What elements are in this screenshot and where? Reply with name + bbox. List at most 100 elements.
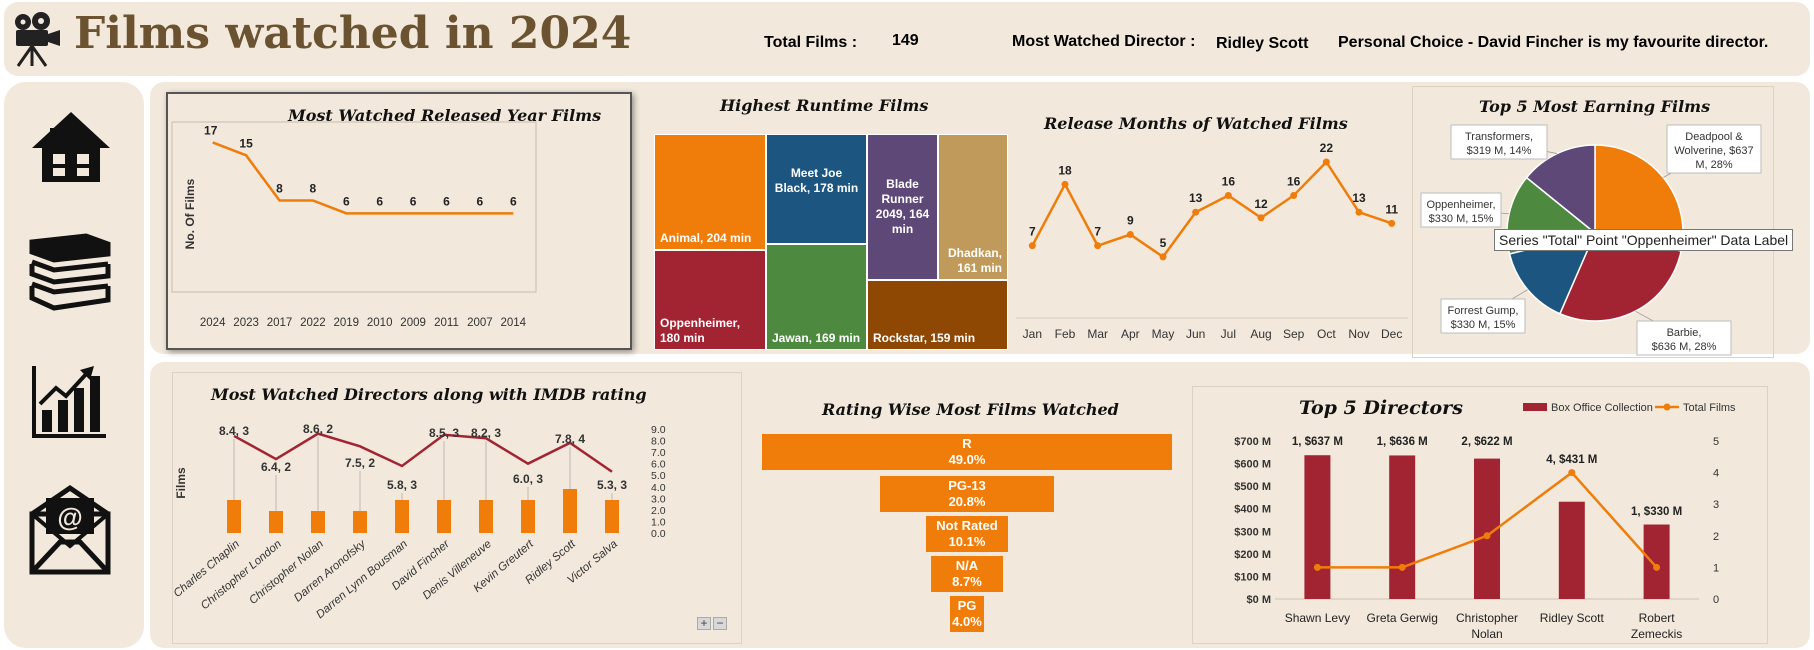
- treemap-cell: Animal, 204 min: [654, 134, 766, 250]
- treemap-cell-label: Meet Joe Black, 178 min: [774, 165, 859, 195]
- treemap-cell: Jawan, 169 min: [766, 244, 867, 350]
- treemap-cell-label: Rockstar, 159 min: [873, 331, 976, 345]
- rating-chart-title: Rating Wise Most Films Watched: [822, 400, 1119, 419]
- funnel-bar: PG 4.0%: [950, 596, 984, 632]
- header-panel: [4, 2, 1810, 76]
- data-label: 2, $622 M: [1461, 436, 1512, 448]
- funnel-bar: Not Rated 10.1%: [926, 516, 1008, 552]
- treemap-cell: Rockstar, 159 min: [867, 280, 1008, 350]
- funnel-percent: 10.1%: [948, 534, 986, 549]
- film-camera-icon: [15, 12, 60, 67]
- treemap-cell: Meet Joe Black, 178 min: [766, 134, 867, 244]
- x-tick-label: Jun: [1186, 327, 1205, 341]
- y2-tick-label: 3: [1713, 499, 1719, 511]
- y-tick-label: $200 M: [1234, 549, 1271, 561]
- data-label: 5.8, 3: [387, 478, 417, 492]
- y2-tick-label: 7.0: [651, 447, 666, 459]
- personal-choice-text: Personal Choice - David Fincher is my fa…: [1338, 34, 1769, 51]
- data-point: [1483, 532, 1491, 540]
- x-tick-label: Shawn Levy: [1285, 611, 1350, 625]
- data-label: 11: [1385, 202, 1398, 216]
- funnel-label: R: [962, 436, 972, 452]
- data-label: 1, $636 M: [1377, 436, 1428, 448]
- x-tick-label: 2011: [434, 317, 459, 329]
- funnel-bar: N/A 8.7%: [931, 556, 1003, 592]
- most-watched-director-value: Ridley Scott: [1216, 35, 1309, 52]
- bar-chart-icon[interactable]: [32, 364, 108, 438]
- data-label: 4, $431 M: [1546, 454, 1597, 466]
- data-point: [1653, 563, 1661, 571]
- treemap-cell: Dhadkan, 161 min: [938, 134, 1008, 280]
- data-label: 6.0, 3: [513, 472, 543, 486]
- data-label: 6: [510, 194, 517, 208]
- y2-tick-label: 5: [1713, 436, 1719, 448]
- pie-label-box: [1666, 124, 1762, 174]
- bar: [353, 511, 367, 533]
- pie-label: Deadpool &: [1685, 131, 1743, 143]
- top-directors-chart: Top 5 Directors $0 M $100 M $200 M $300 M $4…: [1192, 386, 1768, 644]
- total-films-value: 149: [892, 32, 919, 49]
- y2-tick-label: 4: [1713, 468, 1719, 480]
- y-tick-label: $500 M: [1234, 481, 1271, 493]
- data-label: 16: [1287, 174, 1301, 188]
- y2-tick-label: 3.0: [651, 493, 666, 505]
- data-label: 15: [239, 136, 253, 150]
- top-earning-chart-title: Top 5 Most Earning Films: [1479, 97, 1711, 116]
- y-tick-label: $0 M: [1247, 594, 1271, 606]
- pie-label: Forrest Gump,: [1448, 305, 1519, 317]
- y2-tick-label: 0.0: [651, 528, 666, 540]
- y-axis-label: Films: [174, 467, 188, 499]
- x-tick-label: Jul: [1221, 327, 1236, 341]
- data-label: 8: [276, 181, 283, 195]
- pie-label: Oppenheimer,: [1426, 199, 1495, 211]
- home-icon[interactable]: [28, 108, 114, 184]
- funnel-percent: 4.0%: [952, 614, 982, 629]
- data-label: 17: [204, 123, 218, 137]
- books-icon[interactable]: [26, 232, 114, 312]
- data-label: 6: [343, 194, 350, 208]
- email-icon[interactable]: @: [28, 484, 112, 576]
- data-point: [1126, 231, 1134, 239]
- bar: [437, 500, 451, 533]
- pie-slice: [1508, 231, 1597, 315]
- data-label: 7: [1029, 225, 1036, 239]
- pie-label-box: [1420, 192, 1502, 228]
- legend-swatch: [1523, 403, 1547, 411]
- treemap-cell-label: Animal, 204 min: [660, 231, 752, 245]
- pie-label-box: [1450, 124, 1548, 160]
- x-tick-label: 2007: [467, 317, 493, 329]
- x-tick-label: Christopher Nolan: [247, 538, 326, 607]
- data-label: 6: [376, 194, 383, 208]
- zoom-in-button[interactable]: +: [697, 617, 711, 630]
- x-tick-label: Zemeckis: [1631, 627, 1682, 641]
- data-point: [1313, 563, 1321, 571]
- data-label: 18: [1058, 163, 1072, 177]
- y2-tick-label: 1: [1713, 562, 1719, 574]
- data-label: 5.3, 3: [597, 478, 627, 492]
- y-tick-label: $100 M: [1234, 571, 1271, 583]
- x-tick-label: Dec: [1381, 327, 1402, 341]
- x-tick-label: Nov: [1348, 327, 1369, 341]
- bar: [1304, 455, 1331, 599]
- x-tick-label: Feb: [1055, 327, 1076, 341]
- data-point: [1061, 180, 1069, 188]
- x-tick-label: 2024: [200, 317, 226, 329]
- funnel-label: Not Rated: [936, 518, 998, 534]
- funnel-bar: PG-13 20.8%: [880, 476, 1054, 512]
- rating-funnel: R 49.0% PG-13 20.8% Not Rated 10.1% N/A 8.7% PG 4…: [760, 434, 1174, 634]
- plot-area: [171, 121, 537, 293]
- y2-tick-label: 8.0: [651, 436, 666, 448]
- data-label: 8: [310, 181, 317, 195]
- data-point: [1568, 469, 1576, 477]
- funnel-label: N/A: [955, 558, 979, 574]
- data-label: 22: [1320, 141, 1334, 155]
- data-label: 6: [477, 194, 484, 208]
- data-point: [1028, 242, 1036, 250]
- bar: [605, 500, 619, 533]
- zoom-out-button[interactable]: −: [713, 617, 727, 630]
- data-label: 8.6, 2: [303, 422, 333, 436]
- data-point: [1257, 214, 1265, 222]
- data-label: 13: [1352, 191, 1366, 205]
- x-tick-label: Mar: [1087, 327, 1108, 341]
- top-directors-chart-title: Top 5 Directors: [1299, 397, 1463, 419]
